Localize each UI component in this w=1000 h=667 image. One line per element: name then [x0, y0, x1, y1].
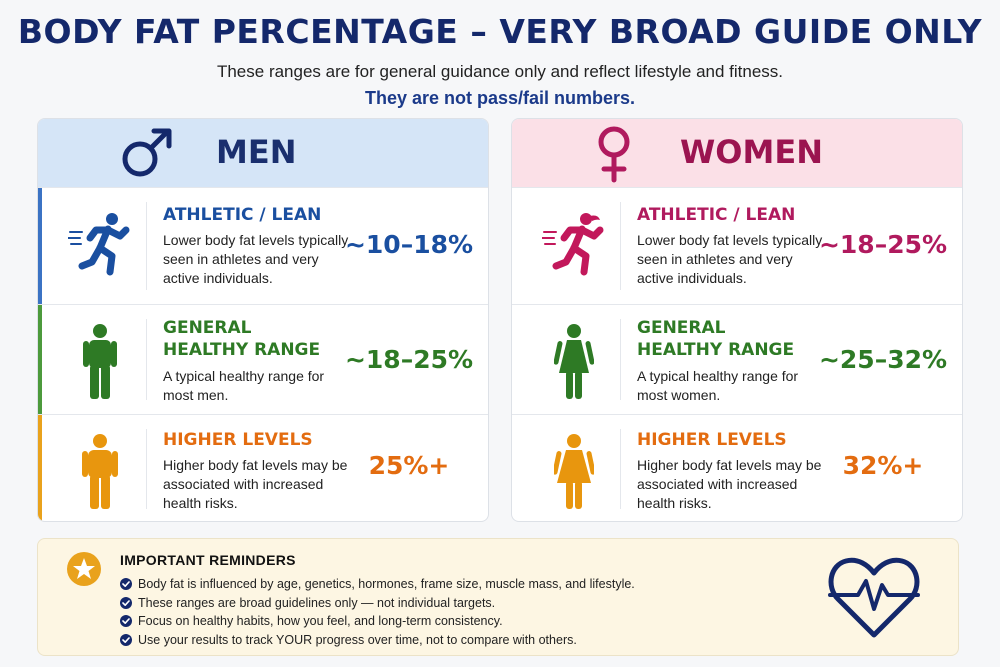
women-athletic-desc: Lower body fat levels typically seen in …: [637, 232, 823, 286]
standing-man-icon: [83, 324, 117, 399]
men-row-healthy: GENERAL HEALTHY RANGE A typical healthy …: [38, 304, 488, 414]
reminders-title: IMPORTANT REMINDERS: [120, 552, 296, 568]
women-athletic-range: ~18–25%: [818, 230, 948, 259]
women-higher-range: 32%+: [842, 451, 924, 480]
page-subtitle: These ranges are for general guidance on…: [216, 62, 784, 81]
check-icon: [120, 633, 132, 646]
list-item: Focus on healthy habits, how you feel, a…: [120, 612, 635, 631]
running-man-icon: [68, 213, 130, 276]
women-healthy-name: GENERAL HEALTHY RANGE: [637, 318, 795, 360]
men-higher-range: 25%+: [368, 451, 450, 480]
standing-man-icon: [82, 434, 118, 509]
important-reminders-box: IMPORTANT REMINDERS Body fat is influenc…: [37, 538, 959, 656]
standing-woman-icon: [554, 324, 594, 399]
women-row-higher: HIGHER LEVELS Higher body fat levels may…: [512, 414, 962, 521]
women-row-athletic: ATHLETIC / LEAN Lower body fat levels ty…: [512, 187, 962, 304]
men-label: MEN: [216, 133, 297, 171]
women-row-healthy: GENERAL HEALTHY RANGE A typical healthy …: [512, 304, 962, 414]
men-panel: MEN ATHLETIC / LEAN Lower body fat level…: [37, 118, 489, 522]
women-athletic-name: ATHLETIC / LEAN: [637, 205, 796, 225]
men-athletic-range: ~10–18%: [344, 230, 474, 259]
men-healthy-range: ~18–25%: [344, 345, 474, 374]
men-row-athletic: ATHLETIC / LEAN Lower body fat levels ty…: [38, 187, 488, 304]
women-panel: WOMEN ATHLETIC / LEAN Lower body fat lev…: [511, 118, 963, 522]
check-icon: [120, 596, 132, 609]
list-item: Use your results to track YOUR progress …: [120, 631, 635, 650]
male-symbol-icon: [122, 128, 172, 177]
women-label: WOMEN: [680, 133, 823, 171]
men-higher-name: HIGHER LEVELS: [163, 430, 313, 450]
men-athletic-name: ATHLETIC / LEAN: [163, 205, 322, 225]
men-healthy-desc: A typical healthy range for most men.: [163, 368, 325, 403]
reminder-text: Use your results to track YOUR progress …: [138, 632, 577, 647]
page-emphasis: They are not pass/fail numbers.: [364, 88, 636, 108]
star-icon: [67, 552, 101, 586]
women-healthy-desc: A typical healthy range for most women.: [637, 368, 799, 403]
page-title: BODY FAT PERCENTAGE – VERY BROAD GUIDE O…: [17, 12, 983, 51]
men-healthy-name: GENERAL HEALTHY RANGE: [163, 318, 321, 360]
reminder-text: These ranges are broad guidelines only —…: [138, 595, 496, 610]
running-woman-icon: [542, 213, 604, 276]
female-symbol-icon: [598, 126, 630, 183]
women-healthy-range: ~25–32%: [818, 345, 948, 374]
men-athletic-desc: Lower body fat levels typically seen in …: [163, 232, 349, 286]
reminders-list: Body fat is influenced by age, genetics,…: [120, 575, 635, 649]
women-panel-header: WOMEN: [512, 119, 962, 187]
list-item: Body fat is influenced by age, genetics,…: [120, 575, 635, 594]
reminder-text: Body fat is influenced by age, genetics,…: [138, 577, 635, 591]
reminder-text: Focus on healthy habits, how you feel, a…: [138, 614, 503, 628]
standing-woman-icon: [554, 434, 594, 509]
men-higher-desc: Higher body fat levels may be associated…: [163, 457, 348, 511]
check-icon: [120, 578, 132, 590]
heartbeat-icon: [828, 557, 920, 638]
men-row-higher: HIGHER LEVELS Higher body fat levels may…: [38, 414, 488, 521]
list-item: These ranges are broad guidelines only —…: [120, 594, 635, 613]
women-higher-name: HIGHER LEVELS: [637, 430, 787, 450]
women-higher-desc: Higher body fat levels may be associated…: [637, 457, 822, 511]
men-panel-header: MEN: [38, 119, 488, 187]
check-icon: [120, 615, 132, 627]
